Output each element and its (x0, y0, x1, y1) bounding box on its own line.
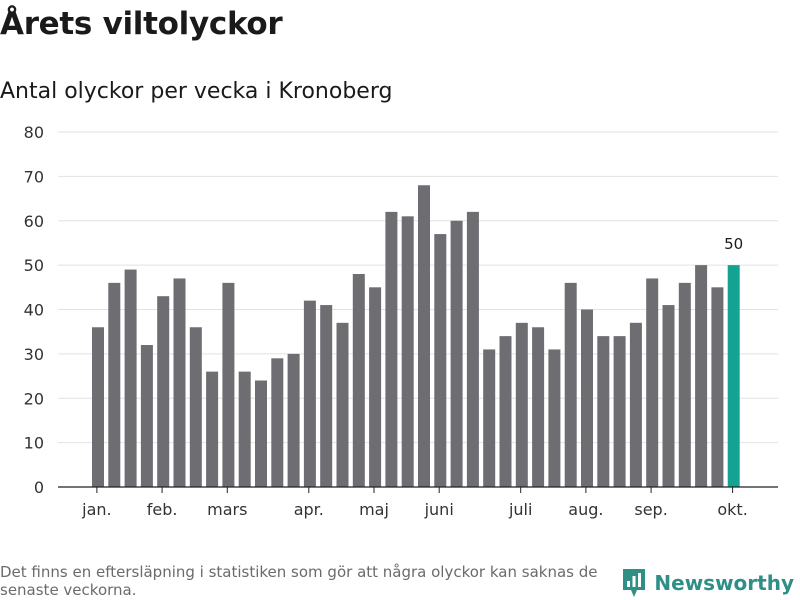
x-tick-label: juni (424, 500, 454, 519)
bar (597, 336, 610, 487)
x-tick-label: apr. (294, 500, 324, 519)
bar (238, 371, 251, 487)
footer-note: Det finns en eftersläpning i statistiken… (0, 563, 598, 599)
y-tick-label: 0 (34, 478, 44, 497)
bar (483, 349, 496, 487)
y-tick-label: 60 (24, 212, 44, 231)
x-tick-label: feb. (147, 500, 178, 519)
data-labels: 50 (724, 235, 743, 253)
x-axis-ticks: jan. feb. mars apr. maj juni juli aug. sep. okt. (81, 487, 748, 519)
x-tick-label: sep. (634, 500, 667, 519)
bar (303, 300, 316, 487)
bar (124, 269, 137, 487)
bar (434, 234, 447, 487)
bar (695, 265, 708, 487)
bar (336, 322, 349, 487)
x-tick-label: maj (359, 500, 389, 519)
bar-chart: 0 10 20 30 40 50 60 70 80 jan. feb. mars apr. maj jun… (24, 123, 778, 519)
bar (287, 353, 300, 487)
y-tick-label: 10 (24, 434, 44, 453)
y-axis-ticks: 0 10 20 30 40 50 60 70 80 (24, 123, 44, 497)
bar (515, 322, 528, 487)
brand-name: Newsworthy (654, 571, 794, 595)
bar (271, 358, 284, 487)
bar (157, 296, 170, 487)
highlight-data-label: 50 (724, 235, 743, 253)
bar (92, 327, 104, 487)
highlight-bar (727, 265, 740, 487)
bar (255, 380, 267, 487)
bar (711, 287, 724, 487)
bar (320, 305, 333, 487)
y-tick-label: 30 (24, 345, 44, 364)
x-tick-label: jan. (81, 500, 111, 519)
bar (222, 282, 235, 487)
bar (108, 282, 121, 487)
chart-subtitle: Antal olyckor per vecka i Kronoberg (0, 79, 393, 104)
y-tick-label: 70 (24, 167, 44, 186)
bar (173, 278, 186, 487)
bar (499, 336, 512, 487)
newsworthy-logo-icon (623, 569, 646, 597)
bars (58, 185, 778, 488)
bar (581, 309, 593, 487)
y-tick-label: 50 (24, 256, 44, 275)
bar (662, 305, 675, 487)
x-tick-label: juli (508, 500, 532, 519)
bar (418, 185, 430, 487)
x-tick-label: mars (207, 500, 247, 519)
bar (613, 336, 626, 487)
bar (140, 345, 153, 487)
bar (401, 216, 414, 487)
y-tick-label: 40 (24, 301, 44, 320)
bar (678, 282, 691, 487)
bar (646, 278, 659, 487)
bar (189, 327, 202, 487)
x-tick-label: okt. (717, 500, 747, 519)
y-tick-label: 80 (24, 123, 44, 142)
bar (564, 282, 577, 487)
bar (206, 371, 219, 487)
brand-logo: Newsworthy (622, 568, 794, 598)
x-tick-label: aug. (568, 500, 603, 519)
bar (629, 322, 642, 487)
y-tick-label: 20 (24, 389, 44, 408)
bar (548, 349, 561, 487)
bar (385, 211, 398, 487)
bar (532, 327, 545, 487)
chart-title: Årets viltolyckor (0, 6, 283, 42)
bar (352, 274, 365, 487)
bar (369, 287, 382, 487)
bar (466, 211, 479, 487)
bar (450, 220, 463, 487)
